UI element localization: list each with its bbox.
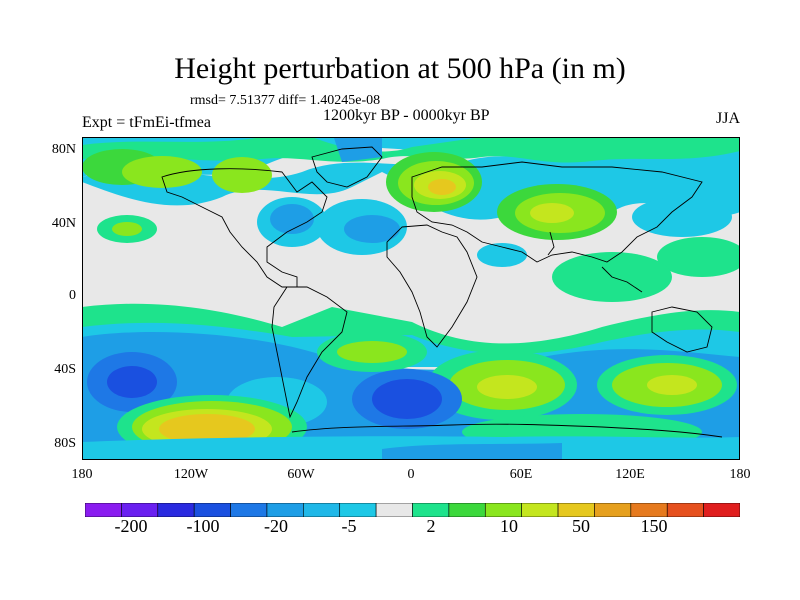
colorbar-swatch — [339, 503, 377, 517]
colorbar-label: -20 — [264, 516, 288, 536]
colorbar-swatch — [85, 503, 122, 517]
colorbar-swatch — [666, 503, 704, 517]
lon-label-120e: 120E — [615, 467, 645, 482]
colorbar-swatch — [521, 503, 559, 517]
colorbar-swatch — [630, 503, 668, 517]
lat-label-40n: 40N — [51, 216, 76, 231]
colorbar — [85, 503, 740, 517]
period-label: 1200kyr BP - 0000kyr BP — [323, 107, 490, 124]
lat-label-80s: 80S — [54, 436, 76, 451]
colorbar-swatch — [121, 503, 159, 517]
stats-text: rmsd= 7.51377 diff= 1.40245e-08 — [190, 93, 381, 108]
lon-label-0: 0 — [407, 467, 415, 482]
lon-label-120w: 120W — [173, 467, 209, 482]
colorbar-label: 50 — [572, 516, 590, 536]
height-perturbation-map — [82, 137, 740, 460]
coastlines — [161, 146, 723, 438]
lon-label-180e: 180 — [729, 467, 751, 482]
map-frame — [82, 137, 740, 460]
colorbar-label: -5 — [341, 516, 357, 536]
colorbar-swatch — [594, 503, 632, 517]
colorbar-swatch — [557, 503, 595, 517]
colorbar-swatch — [375, 503, 413, 517]
colorbar-label: -200 — [114, 516, 148, 536]
colorbar-swatch — [484, 503, 522, 517]
colorbar-swatch — [448, 503, 486, 517]
season-label: JJA — [715, 110, 740, 127]
lat-label-80n: 80N — [51, 142, 76, 157]
colorbar-swatch — [303, 503, 341, 517]
lat-label-eq: 0 — [69, 288, 76, 303]
contour-fills — [82, 137, 740, 460]
colorbar-label: 2 — [426, 516, 436, 536]
colorbar-label: 150 — [640, 516, 668, 536]
lon-label-60w: 60W — [287, 467, 315, 482]
colorbar-swatch — [157, 503, 195, 517]
colorbar-label: -100 — [186, 516, 220, 536]
lat-label-40s: 40S — [54, 362, 76, 377]
colorbar-swatch — [266, 503, 304, 517]
colorbar-swatch — [230, 503, 268, 517]
colorbar-swatch — [703, 503, 740, 517]
map-title: Height perturbation at 500 hPa (in m) — [174, 52, 626, 85]
lon-label-180w: 180 — [71, 467, 93, 482]
colorbar-swatch — [193, 503, 231, 517]
experiment-label: Expt = tFmEi-tfmea — [82, 114, 211, 131]
colorbar-label: 10 — [500, 516, 518, 536]
colorbar-swatch — [412, 503, 450, 517]
lon-label-60e: 60E — [509, 467, 533, 482]
